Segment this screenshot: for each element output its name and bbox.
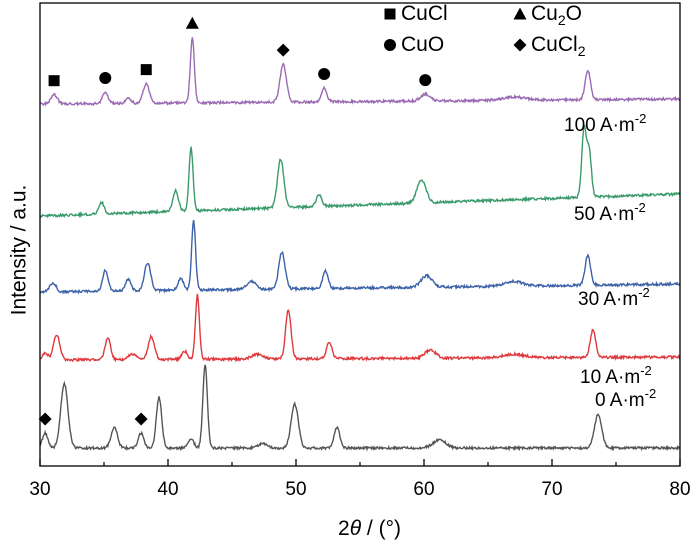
- series-labels: 0 A·m-210 A·m-2 30 A·m-2 50 A·m-2 100 A·m-2: [564, 111, 656, 411]
- peak-marker-diamond: [276, 43, 290, 57]
- peak-marker-circle: [419, 74, 432, 87]
- x-axis-label-suffix: / (°): [361, 517, 401, 540]
- peak-marker-triangle: [185, 16, 199, 29]
- peak-marker-square: [140, 64, 152, 76]
- series-line: [39, 219, 681, 295]
- series-label: 10 A·m-2: [580, 363, 652, 388]
- peak-marker-square: [48, 75, 60, 87]
- peak-marker-circle: [99, 71, 112, 84]
- series-line: [39, 37, 681, 107]
- legend-label: CuCl2: [531, 33, 586, 59]
- peak-marker-diamond: [513, 38, 527, 52]
- peak-marker-diamond: [134, 412, 148, 426]
- plot-frame: [39, 2, 681, 467]
- legend-label: CuCl: [401, 2, 448, 25]
- peak-marker-circle: [384, 39, 396, 51]
- x-axis-label-prefix: 2: [338, 517, 350, 540]
- x-tick-label: 70: [541, 479, 562, 500]
- legend-label: CuO: [401, 33, 444, 56]
- x-tick-label: 80: [669, 479, 690, 500]
- series-label: 50 A·m-2: [574, 200, 646, 225]
- peak-marker-layer: [38, 16, 432, 426]
- y-axis-label: Intensity / a.u.: [7, 184, 31, 316]
- x-axis-label-symbol: θ: [349, 517, 362, 540]
- peak-marker-square: [384, 8, 396, 20]
- legend: CuCl Cu2O CuO CuCl2: [384, 2, 586, 59]
- axes: [39, 2, 681, 467]
- x-tick-label: 40: [157, 479, 178, 500]
- x-axis-label: 2θ / (°): [338, 518, 401, 539]
- series-label: 100 A·m-2: [564, 111, 646, 136]
- peak-marker-diamond: [38, 412, 52, 426]
- series-label: 0 A·m-2: [595, 386, 656, 411]
- series-line: [39, 364, 681, 452]
- peak-marker-circle: [318, 67, 331, 80]
- legend-label: Cu2O: [531, 2, 582, 28]
- series-layer: [39, 37, 681, 452]
- x-tick-label: 60: [413, 479, 434, 500]
- x-tick-label: 30: [29, 479, 50, 500]
- x-tick-label: 50: [285, 479, 306, 500]
- series-label: 30 A·m-2: [578, 285, 650, 310]
- series-line: [39, 293, 681, 363]
- y-axis-label-text: Intensity / a.u.: [7, 184, 31, 316]
- series-line: [39, 124, 681, 219]
- peak-marker-triangle: [513, 7, 527, 20]
- x-ticks: 30 40 50 60 70 80: [29, 459, 691, 500]
